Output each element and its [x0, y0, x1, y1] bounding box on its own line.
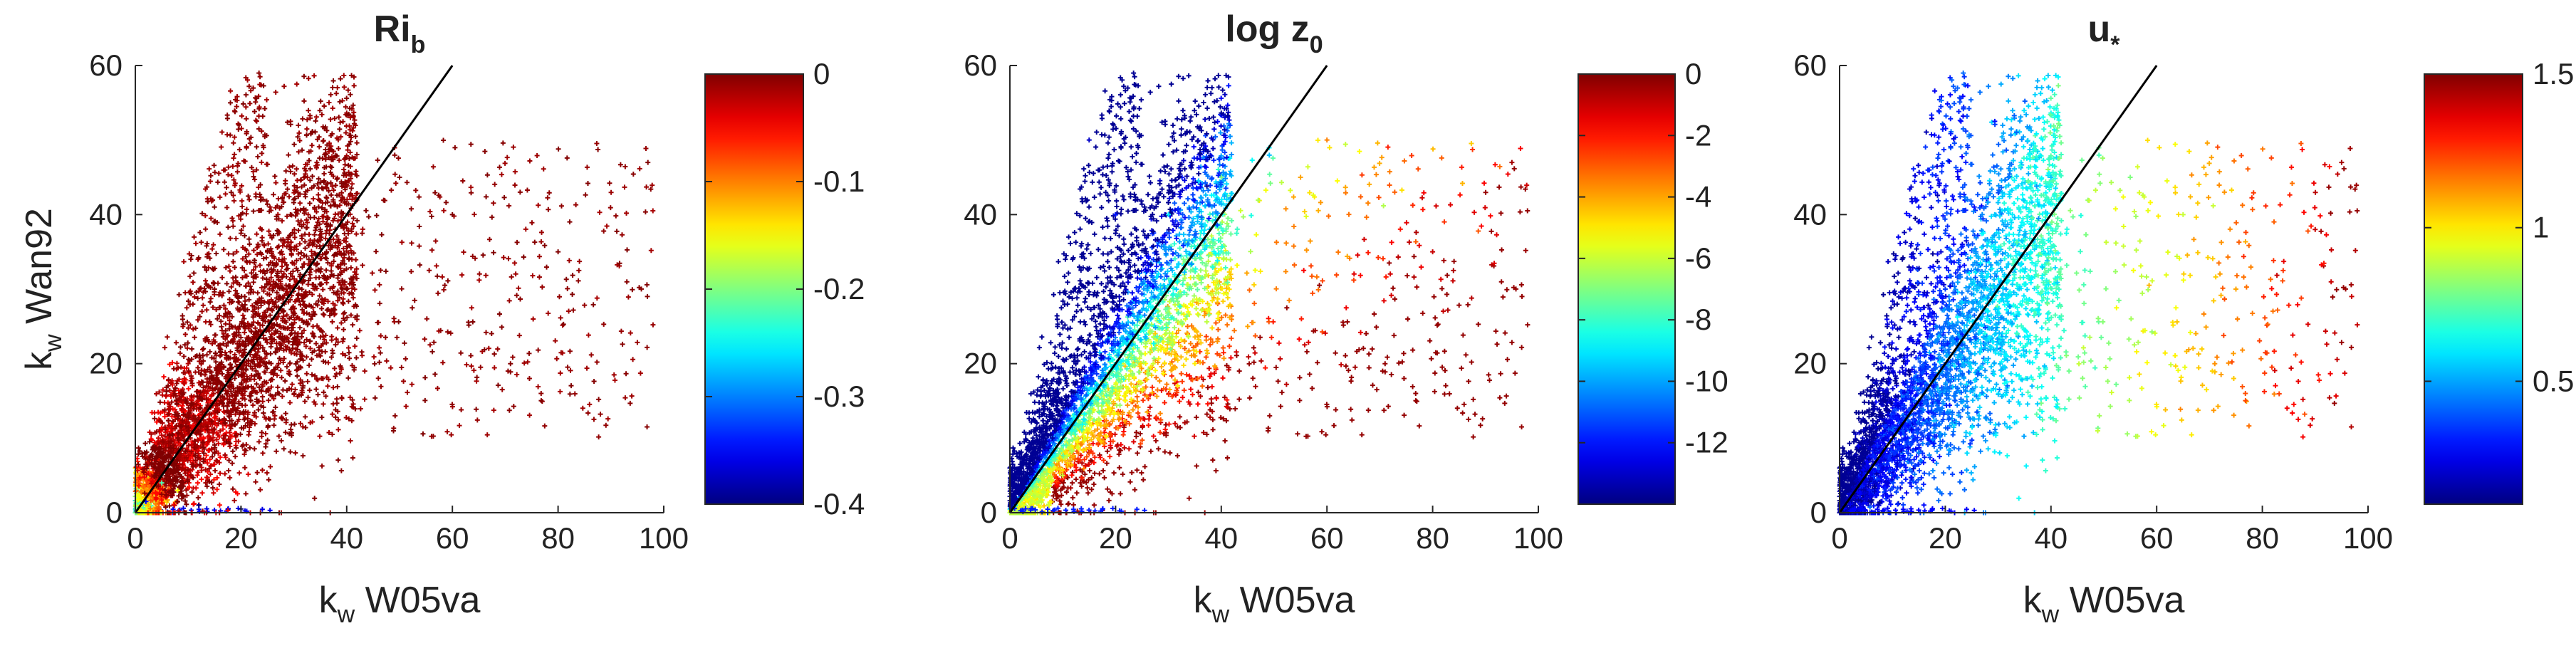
- chart-panel-1: 0 20 40 60 80 100 0 20 40 60 Rib kw W05va kw Wan92 0 -…: [19, 9, 865, 628]
- x-tick-label: 80: [541, 521, 575, 555]
- colorbar-tick-label: -0.3: [813, 380, 865, 413]
- y-tick-label: 60: [89, 48, 122, 82]
- colorbar-tick-label: 0: [813, 57, 830, 90]
- colorbar: 0 -0.1 -0.2 -0.3 -0.4: [704, 57, 865, 521]
- colorbar-scale: [704, 73, 804, 505]
- x-tick-label: 60: [436, 521, 469, 555]
- x-tick-label: 40: [330, 521, 363, 555]
- data-point: [180, 506, 186, 511]
- data-point: [212, 507, 217, 513]
- chart-title: Rib: [374, 9, 426, 58]
- y-tick-label: 0: [106, 496, 122, 529]
- colorbar-tick-label: -0.2: [813, 272, 865, 305]
- x-axis-label: kw W05va: [319, 580, 481, 628]
- y-tick-label: 40: [89, 197, 122, 231]
- colorbar-tick-label: -0.1: [813, 164, 865, 198]
- data-point: [259, 506, 265, 512]
- x-tick-label: 20: [224, 521, 258, 555]
- y-tick-label: 20: [89, 347, 122, 380]
- x-tick-label: 100: [639, 521, 689, 555]
- colorbar-tick-label: -0.4: [813, 487, 865, 521]
- x-tick-label: 0: [127, 521, 143, 555]
- y-axis-label: kw Wan92: [19, 208, 67, 370]
